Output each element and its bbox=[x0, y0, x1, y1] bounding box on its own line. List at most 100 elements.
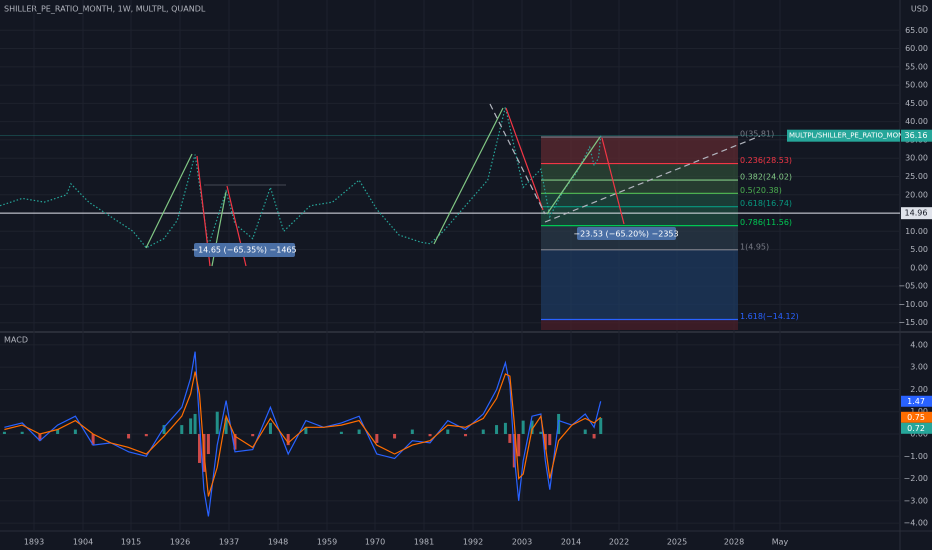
histogram-bar bbox=[410, 429, 414, 434]
histogram-bar bbox=[508, 434, 512, 443]
fib-band bbox=[541, 319, 738, 330]
x-tick-label: 1981 bbox=[414, 538, 434, 547]
y-tick-label: −2.00 bbox=[903, 474, 928, 483]
x-tick-label: 2003 bbox=[512, 538, 532, 547]
x-tick-label: 1893 bbox=[24, 538, 44, 547]
histogram-bar bbox=[233, 434, 237, 450]
histogram-bar bbox=[38, 434, 42, 441]
y-tick-label: 55.00 bbox=[905, 62, 928, 71]
histogram-bar bbox=[251, 434, 255, 437]
y-tick-label: 1.00 bbox=[910, 407, 928, 416]
histogram-bar bbox=[215, 411, 219, 434]
chart-title: SHILLER_PE_RATIO_MONTH, 1W, MULTPL, QUAN… bbox=[4, 5, 206, 14]
fib-band bbox=[541, 180, 738, 194]
histogram-bar bbox=[304, 427, 308, 434]
annotation: −23.53 (−65.20%) −2353 bbox=[573, 230, 678, 239]
currency-label: USD bbox=[911, 5, 928, 14]
fib-label: 1.618(−14.12) bbox=[740, 312, 799, 321]
fib-label: 0.5(20.38) bbox=[740, 186, 782, 195]
histogram-bar bbox=[180, 425, 184, 434]
price-tag bbox=[901, 395, 932, 407]
y-tick-label: 20.00 bbox=[905, 190, 928, 199]
y-tick-label: 40.00 bbox=[905, 117, 928, 126]
histogram-bar bbox=[583, 429, 587, 434]
series-line bbox=[4, 371, 602, 497]
histogram-bar bbox=[56, 429, 60, 434]
fib-label: 0.236(28.53) bbox=[740, 156, 792, 165]
fib-band bbox=[541, 163, 738, 181]
annotation: −14.65 (−65.35%) −1465 bbox=[191, 246, 296, 255]
histogram-bar bbox=[481, 429, 485, 434]
legend-tag bbox=[787, 129, 900, 142]
price-tag-label: 14.96 bbox=[905, 209, 928, 218]
histogram-bar bbox=[73, 429, 77, 434]
fib-band bbox=[541, 136, 738, 164]
histogram-bar bbox=[428, 434, 432, 437]
histogram-bar bbox=[592, 434, 596, 439]
series-line bbox=[0, 106, 602, 249]
arrow-up bbox=[145, 153, 193, 249]
price-tag-label: 36.16 bbox=[905, 131, 928, 140]
trend-dashed bbox=[544, 135, 761, 223]
y-tick-label: −10.00 bbox=[898, 300, 928, 309]
arrow-up bbox=[433, 107, 504, 245]
x-tick-label: May bbox=[772, 538, 789, 547]
price-tag bbox=[901, 411, 932, 423]
histogram-bar bbox=[539, 431, 543, 434]
histogram-bar bbox=[375, 434, 379, 443]
histogram-bar bbox=[127, 434, 131, 439]
histogram-bar bbox=[530, 420, 534, 434]
y-tick-label: 50.00 bbox=[905, 81, 928, 90]
histogram-bar bbox=[521, 420, 525, 434]
y-tick-label: −1.00 bbox=[903, 452, 928, 461]
histogram-bar bbox=[2, 431, 6, 434]
x-tick-label: 2025 bbox=[667, 538, 687, 547]
x-tick-label: 1948 bbox=[268, 538, 288, 547]
y-tick-label: −05.00 bbox=[898, 282, 928, 291]
annotation-box bbox=[577, 227, 676, 240]
histogram-bar bbox=[517, 434, 521, 457]
histogram-bar bbox=[198, 434, 202, 463]
y-tick-label: 10.00 bbox=[905, 227, 928, 236]
histogram-bar bbox=[224, 418, 228, 434]
trend-dashed bbox=[489, 103, 546, 215]
histogram-bar bbox=[548, 434, 552, 446]
fib-label: 0.618(16.74) bbox=[740, 199, 792, 208]
arrow-up bbox=[546, 136, 601, 215]
histogram-bar bbox=[193, 413, 197, 434]
y-tick-label: −4.00 bbox=[903, 519, 928, 528]
arrow-down bbox=[601, 137, 625, 225]
x-tick-label: 1926 bbox=[170, 538, 190, 547]
fib-band bbox=[541, 193, 738, 207]
x-tick-label: 1992 bbox=[463, 538, 483, 547]
y-tick-label: 5.00 bbox=[910, 245, 928, 254]
x-tick-label: 1937 bbox=[219, 538, 239, 547]
histogram-bar bbox=[446, 429, 450, 434]
arrow-down bbox=[505, 107, 544, 211]
fib-label: 0.382(24.02) bbox=[740, 173, 792, 182]
y-tick-label: 2.00 bbox=[910, 385, 928, 394]
x-tick-label: 1970 bbox=[365, 538, 385, 547]
price-tag-label: 0.72 bbox=[907, 424, 925, 433]
price-tag-label: 1.47 bbox=[907, 397, 925, 406]
fib-label: 0.786(11.56) bbox=[740, 218, 792, 227]
price-tag bbox=[901, 129, 932, 142]
fib-band bbox=[541, 249, 738, 320]
series-line bbox=[4, 351, 602, 517]
histogram-bar bbox=[393, 434, 397, 439]
y-tick-label: 4.00 bbox=[910, 340, 928, 349]
legend-tag-label: MULTPL/SHILLER_PE_RATIO_MONTH bbox=[789, 132, 913, 140]
histogram-bar bbox=[464, 434, 468, 437]
y-tick-label: 30.00 bbox=[905, 154, 928, 163]
annotation-box bbox=[194, 243, 295, 257]
price-tag bbox=[901, 207, 932, 220]
price-tag-label: 0.75 bbox=[907, 413, 925, 422]
histogram-bar bbox=[286, 434, 290, 446]
histogram-bar bbox=[144, 434, 148, 437]
histogram-bar bbox=[162, 425, 166, 434]
x-tick-label: 1915 bbox=[121, 538, 141, 547]
histogram-bar bbox=[599, 417, 603, 434]
